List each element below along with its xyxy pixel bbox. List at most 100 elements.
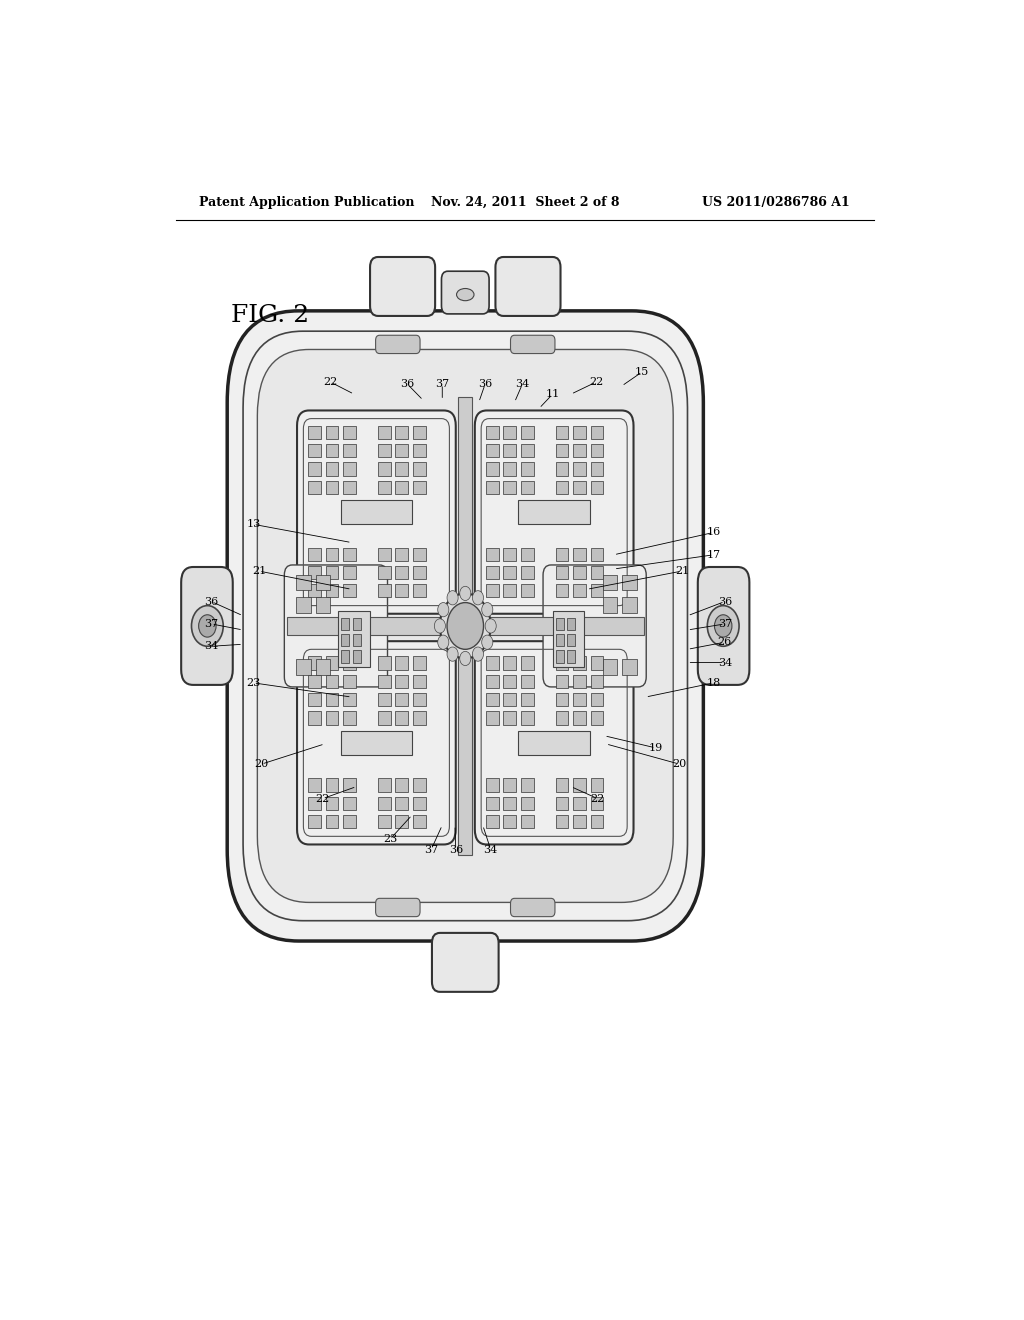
FancyBboxPatch shape [297,642,456,845]
Bar [395,548,409,561]
Bar [504,711,516,725]
Bar [378,444,391,457]
Text: 23: 23 [383,834,397,845]
Circle shape [460,651,471,665]
Circle shape [708,606,739,647]
Bar [556,693,568,706]
Bar [486,656,499,669]
Text: 20: 20 [673,759,687,770]
Bar [352,651,360,663]
Bar [308,675,321,688]
Bar [567,634,574,647]
Bar [378,462,391,475]
Text: 21: 21 [675,566,689,576]
Text: 21: 21 [252,566,266,576]
Bar [486,711,499,725]
Bar [518,500,590,524]
Bar [591,462,603,475]
Bar [413,814,426,828]
Bar [623,660,637,675]
Bar [343,814,355,828]
Bar [343,444,355,457]
Circle shape [715,615,732,638]
Bar [413,462,426,475]
Bar [521,656,534,669]
Bar [486,566,499,579]
Bar [296,660,310,675]
Bar [602,576,616,590]
Text: 37: 37 [718,619,732,628]
Text: 37: 37 [435,379,450,389]
Bar [341,651,349,663]
Bar [504,797,516,810]
Bar [341,500,412,524]
Bar [521,711,534,725]
Bar [556,462,568,475]
Bar [521,566,534,579]
Circle shape [472,647,483,661]
Bar [343,426,355,440]
Bar [521,444,534,457]
Bar [326,566,338,579]
Bar [343,797,355,810]
Circle shape [437,635,449,649]
Bar [486,444,499,457]
Bar [573,814,586,828]
Bar [326,779,338,792]
Bar [413,711,426,725]
Bar [395,814,409,828]
Bar [504,656,516,669]
Bar [343,675,355,688]
Bar [556,711,568,725]
Bar [504,693,516,706]
Bar [573,444,586,457]
Bar [486,675,499,688]
Text: 22: 22 [315,793,330,804]
Text: 37: 37 [424,845,438,854]
Bar [352,618,360,630]
Bar [395,585,409,598]
Bar [413,675,426,688]
Bar [326,814,338,828]
Bar [567,651,574,663]
Bar [308,566,321,579]
Bar [521,462,534,475]
FancyBboxPatch shape [441,271,489,314]
Bar [341,634,349,647]
Bar [486,426,499,440]
Bar [556,675,568,688]
Bar [413,693,426,706]
Circle shape [437,602,449,616]
Bar [573,711,586,725]
Bar [395,693,409,706]
Text: 26: 26 [718,638,732,647]
Bar [378,566,391,579]
Text: 36: 36 [478,379,493,389]
Bar [395,675,409,688]
Bar [486,480,499,494]
Text: FIG. 2: FIG. 2 [231,305,309,327]
Text: 22: 22 [324,378,338,387]
Bar [378,693,391,706]
Bar [326,426,338,440]
Bar [316,576,331,590]
Bar [556,480,568,494]
Bar [343,462,355,475]
Bar [413,656,426,669]
Bar [308,585,321,598]
Bar [573,462,586,475]
Bar [556,797,568,810]
Bar [378,426,391,440]
Bar [413,548,426,561]
Bar [343,480,355,494]
Bar [556,656,568,669]
Text: 19: 19 [648,743,663,752]
Bar [308,711,321,725]
Bar [343,548,355,561]
FancyBboxPatch shape [370,257,435,315]
Bar [504,566,516,579]
Text: 36: 36 [718,597,732,607]
Bar [486,462,499,475]
Bar [573,480,586,494]
FancyBboxPatch shape [496,257,560,315]
